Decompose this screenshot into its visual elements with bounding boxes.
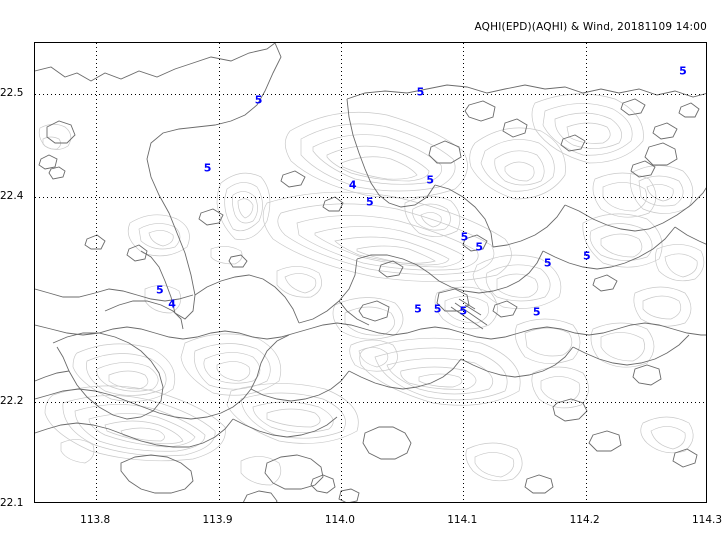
contour-lines-group [38, 93, 705, 486]
aqhi-station-value: 5 [475, 240, 483, 254]
x-axis-tick-label: 114.0 [324, 514, 355, 526]
x-axis-tick-label: 114.1 [447, 514, 478, 526]
y-axis-tick-label: 22.1 [0, 497, 24, 509]
aqhi-station-value: 5 [416, 85, 425, 99]
x-axis-tick-label: 114.2 [569, 514, 600, 526]
y-tick-minor [34, 453, 35, 454]
aqhi-station-value: 5 [365, 195, 374, 209]
chart-title: AQHI(EPD)(AQHI) & Wind, 20181109 14:00 [474, 21, 707, 33]
y-axis-tick-label: 22.2 [0, 394, 24, 407]
aqhi-station-value: 5 [433, 302, 442, 316]
aqhi-station-value: 5 [459, 304, 468, 318]
aqhi-station-value: 5 [532, 305, 541, 319]
map-contours-svg [35, 43, 706, 502]
gridline-horizontal [35, 94, 706, 95]
gridline-vertical [586, 43, 587, 502]
gridline-horizontal [35, 402, 706, 403]
gridline-horizontal [35, 197, 706, 198]
aqhi-station-value: 5 [155, 283, 164, 297]
y-tick-minor [34, 248, 35, 249]
aqhi-station-value: 5 [203, 161, 212, 175]
aqhi-station-value: 5 [460, 230, 469, 244]
gridline-vertical [463, 43, 464, 502]
x-axis-tick-label: 114.3 [691, 514, 723, 526]
aqhi-station-value: 5 [426, 173, 435, 187]
gridline-vertical [96, 43, 97, 502]
gridline-vertical [219, 43, 220, 502]
x-axis-tick-label: 113.9 [202, 514, 233, 526]
y-tick-minor [34, 145, 35, 146]
x-axis-tick-label: 113.8 [80, 514, 111, 526]
aqhi-station-value: 4 [348, 178, 357, 192]
y-tick-minor [34, 299, 35, 300]
y-axis-tick-label: 22.4 [0, 189, 24, 202]
y-tick-major [34, 94, 35, 95]
aqhi-station-value: 5 [254, 93, 263, 107]
y-tick-major [34, 402, 35, 403]
aqhi-station-value: 5 [543, 256, 552, 270]
aqhi-station-value: 5 [583, 249, 591, 263]
aqhi-station-value: 5 [414, 302, 422, 316]
aqhi-station-value: 4 [168, 297, 176, 311]
y-tick-major [34, 197, 35, 198]
wind-barb-group [450, 298, 488, 330]
y-axis-tick-label: 22.5 [0, 87, 24, 100]
aqhi-station-value: 5 [679, 64, 687, 78]
y-tick-minor [34, 350, 35, 351]
gridline-vertical [341, 43, 342, 502]
coastline-group [35, 43, 706, 502]
